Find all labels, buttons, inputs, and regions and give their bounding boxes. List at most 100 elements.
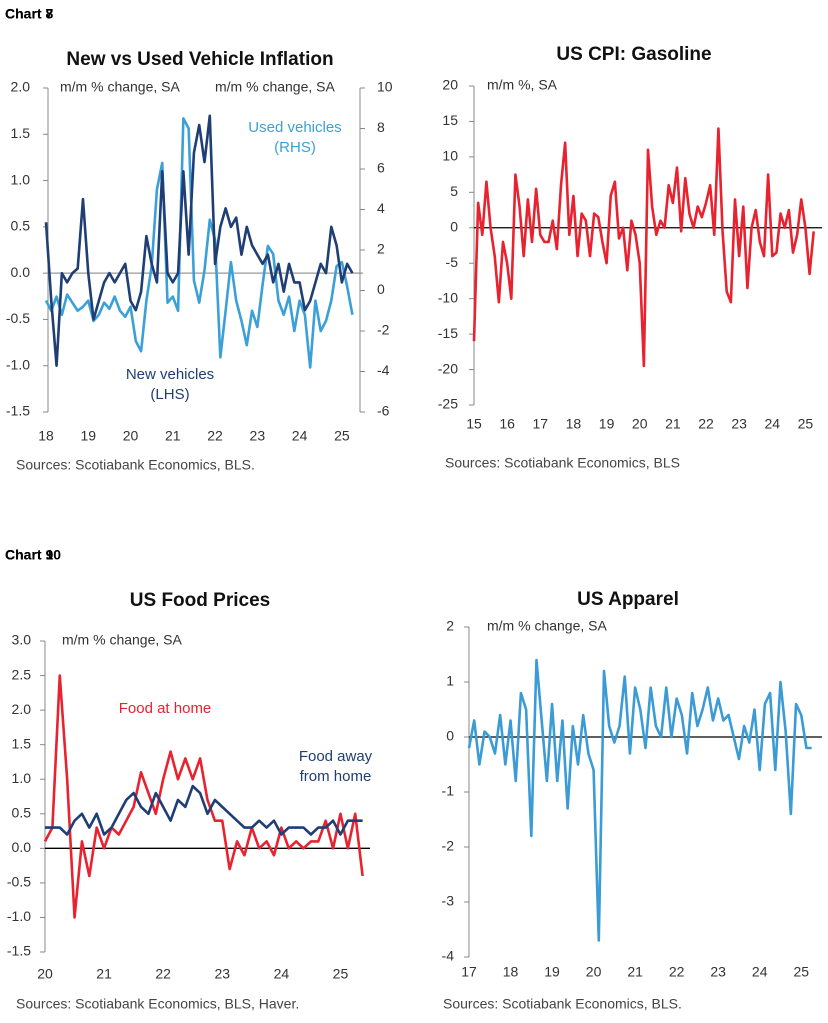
series-label: Used vehicles (RHS) [248, 119, 342, 156]
x-tick-label: 24 [752, 964, 768, 980]
x-tick-label: 20 [632, 416, 648, 432]
source: Sources: Scotiabank Economics, BLS. [16, 457, 255, 473]
x-tick-label: 17 [532, 416, 548, 432]
y-tick-label: 1 [446, 673, 454, 689]
y-tick-label: -1.5 [7, 943, 31, 959]
y-tick-label: 0.5 [12, 804, 32, 820]
y-tick-label: 15 [442, 112, 458, 128]
x-tick-label: 24 [274, 966, 290, 982]
y-tick-label: -25 [438, 396, 458, 412]
chart-label: Chart 7 [5, 6, 53, 22]
series-line [472, 127, 816, 368]
y-tick-label: 3.0 [12, 632, 32, 648]
chart-title: US CPI: Gasoline [556, 44, 711, 65]
y-tick-label: 10 [442, 148, 458, 164]
x-tick-label: 16 [499, 416, 515, 432]
y-tick-label: -10 [438, 289, 458, 305]
y-tick-label: -20 [438, 360, 458, 376]
y-tick-label: -1.5 [6, 403, 30, 419]
series-line [44, 117, 354, 369]
y-tick-label: 1.5 [11, 125, 31, 141]
x-tick-label: 21 [627, 964, 643, 980]
series-label: Food away from home [298, 748, 373, 785]
x-tick-label: 22 [155, 966, 171, 982]
y-tick-label: 0.0 [11, 264, 31, 280]
chart-label: Chart 10 [5, 547, 61, 563]
y-tick-label: 2 [446, 618, 454, 634]
y-tick-label: 0.5 [11, 218, 31, 234]
chart-title: US Apparel [577, 589, 679, 610]
y-tick-label: 2.0 [11, 79, 31, 95]
x-tick-label: 23 [731, 416, 747, 432]
y2-tick-label: 6 [377, 160, 385, 176]
y-tick-label: 1.0 [12, 770, 32, 786]
y-tick-label: -0.5 [6, 310, 30, 326]
y2-tick-label: -2 [377, 322, 390, 338]
y-tick-label: 1.0 [11, 171, 31, 187]
x-tick-label: 20 [586, 964, 602, 980]
source: Sources: Scotiabank Economics, BLS [445, 455, 680, 471]
x-tick-label: 21 [96, 966, 112, 982]
y-tick-label: 0 [446, 728, 454, 744]
source: Sources: Scotiabank Economics, BLS, Have… [16, 996, 299, 1012]
chart-label: Chart 9 [5, 547, 53, 563]
x-tick-label: 19 [599, 416, 615, 432]
y-tick-label: -5 [446, 254, 459, 270]
series-line [43, 674, 364, 919]
x-tick-label: 25 [333, 966, 349, 982]
y-tick-label: -1.0 [7, 908, 31, 924]
x-tick-label: 22 [669, 964, 685, 980]
y2-tick-label: 10 [377, 79, 393, 95]
chart-title: US Food Prices [130, 590, 270, 611]
y-tick-label: -2 [442, 838, 455, 854]
y-axis-label: m/m % change, SA [487, 618, 607, 634]
y2-tick-label: 4 [377, 200, 385, 216]
y-tick-label: 2.5 [12, 666, 32, 682]
y-tick-label: -4 [442, 948, 455, 964]
x-tick-label: 21 [165, 428, 181, 444]
x-tick-label: 23 [250, 428, 266, 444]
x-tick-label: 18 [38, 428, 54, 444]
y-tick-label: -1.0 [6, 356, 30, 372]
chart-title: New vs Used Vehicle Inflation [66, 49, 333, 70]
x-tick-label: 23 [214, 966, 230, 982]
series-line [44, 114, 354, 368]
y-tick-label: -3 [442, 893, 455, 909]
y2-tick-label: 0 [377, 281, 385, 297]
x-tick-label: 23 [710, 964, 726, 980]
series-label: New vehicles (LHS) [125, 366, 215, 403]
x-tick-label: 21 [665, 416, 681, 432]
x-tick-label: 25 [793, 964, 809, 980]
series-label: Food at home [118, 700, 212, 717]
x-tick-label: 19 [544, 964, 560, 980]
source: Sources: Scotiabank Economics, BLS. [443, 996, 682, 1012]
x-tick-label: 25 [334, 428, 350, 444]
x-tick-label: 22 [698, 416, 714, 432]
y-tick-label: 2.0 [12, 701, 32, 717]
x-tick-label: 24 [764, 416, 780, 432]
y2-tick-label: 2 [377, 241, 385, 257]
y-tick-label: 0.0 [12, 839, 32, 855]
y-axis-label: m/m %, SA [487, 77, 558, 93]
series-line [467, 658, 812, 942]
y2-tick-label: 8 [377, 119, 385, 135]
x-tick-label: 18 [503, 964, 519, 980]
x-tick-label: 24 [292, 428, 308, 444]
x-tick-label: 20 [37, 966, 53, 982]
y-tick-label: 1.5 [12, 735, 32, 751]
x-tick-label: 15 [466, 416, 482, 432]
y-axis-label: m/m % change, SA [60, 79, 180, 95]
chart-label: Chart 8 [5, 6, 53, 22]
x-tick-label: 22 [207, 428, 223, 444]
y-tick-label: -15 [438, 325, 458, 341]
y-tick-label: -1 [442, 783, 455, 799]
x-tick-label: 20 [123, 428, 139, 444]
x-tick-label: 17 [461, 964, 477, 980]
y-axis-label: m/m % change, SA [62, 632, 182, 648]
y-tick-label: 20 [442, 77, 458, 93]
series-line [45, 784, 363, 836]
x-tick-label: 25 [798, 416, 814, 432]
x-tick-label: 19 [80, 428, 96, 444]
